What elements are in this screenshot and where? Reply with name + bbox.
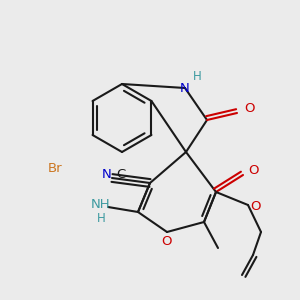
Text: N: N [102,169,112,182]
Text: Br: Br [48,161,62,175]
Text: O: O [250,200,260,214]
Text: C: C [116,169,126,182]
Text: H: H [97,212,105,226]
Text: O: O [244,103,254,116]
Text: NH: NH [91,197,111,211]
Text: O: O [162,235,172,248]
Text: N: N [180,82,190,94]
Text: H: H [193,70,201,83]
Text: O: O [248,164,259,178]
